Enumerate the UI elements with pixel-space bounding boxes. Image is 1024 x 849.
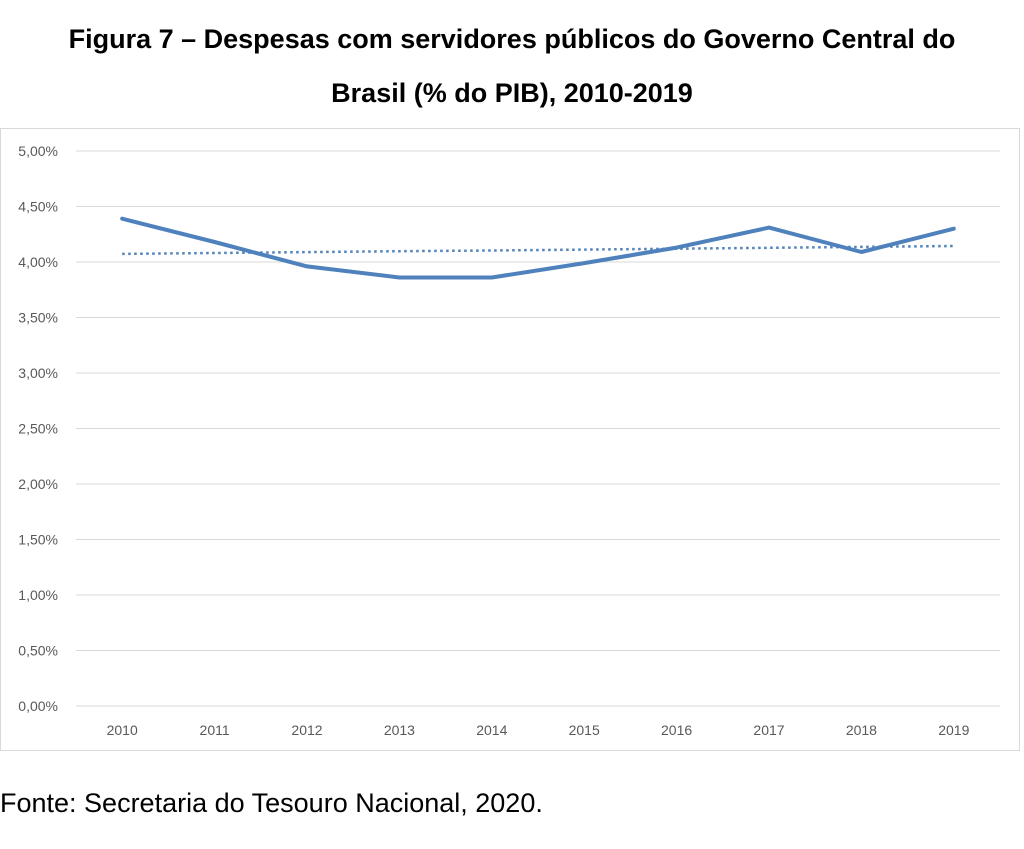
y-tick-label: 5,00%: [18, 143, 58, 159]
chart-frame: 0,00% 0,50% 1,00% 1,50% 2,00% 2,50% 3,00% 3,50%…: [0, 128, 1020, 751]
data-series-line: [120, 216, 956, 280]
y-tick-label: 4,00%: [18, 254, 58, 270]
x-tick-label: 2014: [476, 722, 507, 738]
x-tick-label: 2015: [569, 722, 600, 738]
y-tick-label: 1,00%: [18, 587, 58, 603]
y-tick-label: 0,50%: [18, 643, 58, 659]
trendline-series-line: [122, 244, 954, 256]
x-tick-label: 2019: [938, 722, 969, 738]
y-tick-label: 1,50%: [18, 532, 58, 548]
line-chart: 0,00% 0,50% 1,00% 1,50% 2,00% 2,50% 3,00% 3,50%…: [18, 143, 1000, 738]
y-tick-label: 4,50%: [18, 199, 58, 215]
x-axis-tick-labels: 2010 2011 2012 2013 2014 2015 2016 2017 2018 2019: [107, 722, 970, 738]
x-tick-label: 2011: [200, 722, 230, 738]
y-tick-label: 3,00%: [18, 365, 58, 381]
y-tick-label: 3,50%: [18, 310, 58, 326]
y-tick-label: 2,50%: [18, 421, 58, 437]
x-tick-label: 2016: [661, 722, 692, 738]
x-tick-label: 2018: [846, 722, 877, 738]
source-note: Fonte: Secretaria do Tesouro Nacional, 2…: [0, 788, 543, 818]
figure-title-line-1: Figura 7 – Despesas com servidores públi…: [68, 24, 956, 54]
y-tick-label: 2,00%: [18, 476, 58, 492]
y-tick-label: 0,00%: [18, 698, 58, 714]
y-axis-tick-labels: 0,00% 0,50% 1,00% 1,50% 2,00% 2,50% 3,00% 3,50%…: [18, 143, 58, 714]
gridlines: [76, 150, 1000, 707]
x-tick-label: 2013: [384, 722, 415, 738]
x-tick-label: 2010: [107, 722, 138, 738]
x-tick-label: 2017: [753, 722, 784, 738]
series-lines: [120, 216, 956, 280]
x-tick-label: 2012: [291, 722, 322, 738]
figure-title: Figura 7 – Despesas com servidores públi…: [0, 12, 1024, 120]
figure-title-line-2: Brasil (% do PIB), 2010-2019: [331, 78, 693, 108]
